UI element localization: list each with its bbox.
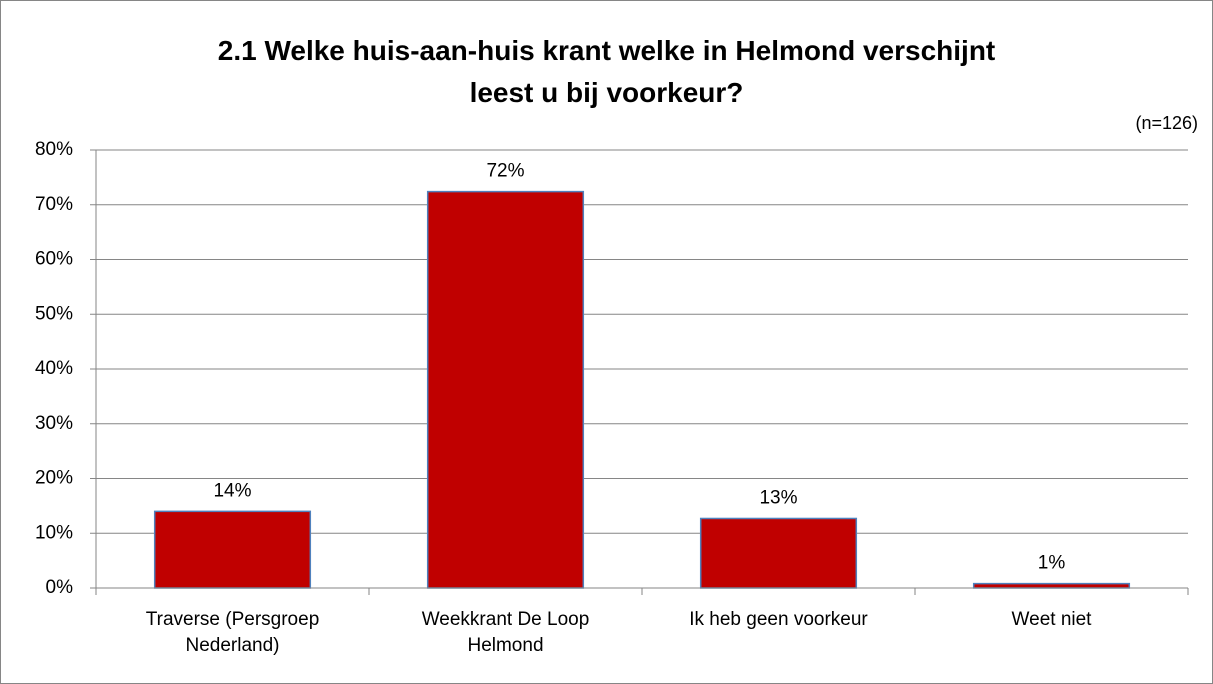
x-tick-label: Ik heb geen voorkeur	[689, 609, 868, 630]
y-tick-label: 0%	[46, 577, 74, 598]
y-tick-label: 10%	[35, 522, 73, 543]
data-label: 13%	[759, 487, 797, 508]
data-label: 14%	[213, 480, 251, 501]
chart-title: leest u bij voorkeur?	[469, 77, 744, 108]
data-label: 72%	[486, 161, 524, 182]
y-tick-label: 80%	[35, 139, 73, 160]
bar	[972, 582, 1131, 589]
y-tick-label: 70%	[35, 194, 73, 215]
bar	[426, 190, 585, 589]
data-label: 1%	[1038, 553, 1066, 574]
chart-title: 2.1 Welke huis-aan-huis krant welke in H…	[217, 35, 996, 66]
y-tick-label: 30%	[35, 413, 73, 434]
y-tick-label: 40%	[35, 358, 73, 379]
bar	[699, 517, 858, 589]
y-tick-label: 50%	[35, 303, 73, 324]
annotation: (n=126)	[1135, 113, 1198, 133]
bar	[153, 510, 312, 589]
x-tick-label: Weekkrant De Loop Helmond	[421, 609, 590, 656]
y-tick-label: 60%	[35, 249, 73, 270]
x-tick-label: Weet niet	[1011, 609, 1092, 630]
y-tick-label: 20%	[35, 468, 73, 489]
x-tick-label: Traverse (Persgroep Nederland)	[145, 609, 320, 656]
